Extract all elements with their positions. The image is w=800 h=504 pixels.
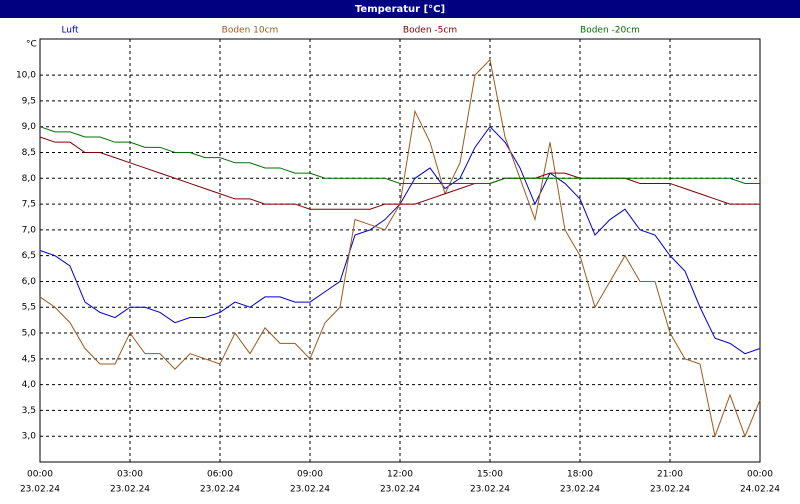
y-unit: °C bbox=[26, 40, 37, 50]
y-tick-label: 6,5 bbox=[22, 251, 36, 261]
x-tick-date: 23.02.24 bbox=[20, 485, 60, 495]
x-tick-label: 18:00 bbox=[567, 470, 593, 480]
x-tick-date: 23.02.24 bbox=[650, 485, 690, 495]
y-tick-label: 8,5 bbox=[22, 148, 36, 158]
y-tick-label: 7,5 bbox=[22, 200, 36, 210]
y-tick-label: 3,0 bbox=[22, 432, 37, 442]
legend-entry: Boden 10cm bbox=[222, 26, 279, 36]
x-tick-date: 23.02.24 bbox=[200, 485, 240, 495]
x-tick-date: 23.02.24 bbox=[470, 485, 510, 495]
x-tick-label: 06:00 bbox=[207, 470, 233, 480]
x-tick-label: 15:00 bbox=[477, 470, 503, 480]
x-tick-label: 03:00 bbox=[117, 470, 143, 480]
series-line bbox=[39, 136, 760, 210]
x-tick-date: 23.02.24 bbox=[110, 485, 150, 495]
y-tick-label: 7,0 bbox=[22, 225, 37, 235]
y-tick-label: 4,5 bbox=[22, 354, 36, 364]
legend-entry: Boden -5cm bbox=[403, 26, 457, 36]
y-tick-label: 9,0 bbox=[22, 122, 37, 132]
y-tick-label: 4,0 bbox=[22, 380, 37, 390]
y-tick-label: 5,0 bbox=[22, 329, 37, 339]
chart-title: Temperatur [°C] bbox=[355, 4, 445, 15]
x-tick-label: 09:00 bbox=[297, 470, 323, 480]
x-tick-label: 00:00 bbox=[27, 470, 53, 480]
x-tick-date: 24.02.24 bbox=[740, 485, 780, 495]
y-tick-label: 6,0 bbox=[22, 277, 37, 287]
series-line bbox=[39, 126, 760, 184]
y-tick-label: 9,5 bbox=[22, 96, 36, 106]
legend-entry: Boden -20cm bbox=[580, 26, 640, 36]
x-tick-date: 23.02.24 bbox=[560, 485, 600, 495]
y-tick-label: 8,0 bbox=[22, 174, 37, 184]
x-tick-label: 00:00 bbox=[747, 470, 773, 480]
legend-entry: Luft bbox=[61, 26, 79, 36]
x-tick-date: 23.02.24 bbox=[290, 485, 330, 495]
y-tick-label: 3,5 bbox=[22, 406, 36, 416]
title-bar bbox=[0, 0, 800, 18]
y-tick-label: 10,0 bbox=[16, 71, 36, 81]
x-tick-label: 12:00 bbox=[387, 470, 413, 480]
y-tick-label: 5,5 bbox=[22, 303, 36, 313]
x-tick-date: 23.02.24 bbox=[380, 485, 420, 495]
x-tick-label: 21:00 bbox=[657, 470, 683, 480]
series-line bbox=[39, 58, 761, 439]
